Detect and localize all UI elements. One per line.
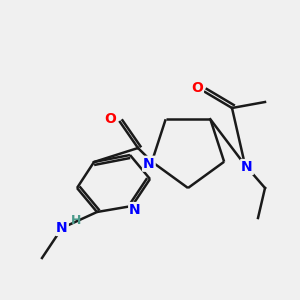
Text: H: H xyxy=(71,214,81,226)
Text: N: N xyxy=(56,221,68,235)
Text: N: N xyxy=(241,160,253,174)
Text: O: O xyxy=(191,81,203,95)
Text: O: O xyxy=(104,112,116,126)
Text: N: N xyxy=(143,157,155,171)
Text: N: N xyxy=(129,203,141,217)
